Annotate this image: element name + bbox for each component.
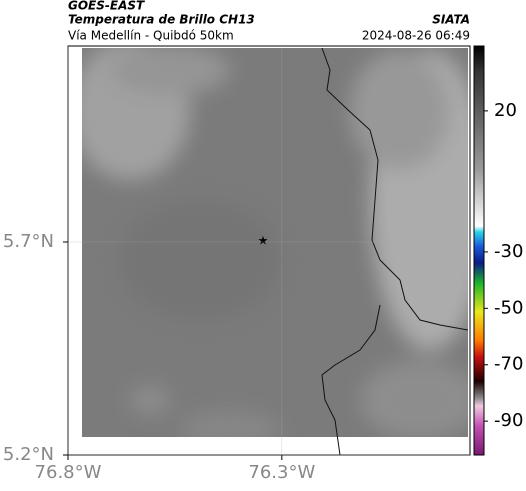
borders <box>321 47 469 456</box>
organization: SIATA <box>432 13 470 27</box>
colorbar-tick-label: -50 <box>494 297 523 318</box>
station-marker: ★ <box>258 234 269 248</box>
colorbar-tick-label: 20 <box>494 100 517 121</box>
title: Temperatura de Brillo CH13 <box>68 13 255 27</box>
y-tick-label: 5.2°N <box>3 444 54 465</box>
timestamp: 2024-08-26 06:49 <box>362 29 470 43</box>
colorbar <box>473 45 485 456</box>
subtitle: Vía Medellín - Quibdó 50km <box>68 29 234 43</box>
x-tick-label: 76.8°W <box>35 462 102 483</box>
x-tick-label: 76.3°W <box>248 462 315 483</box>
colorbar-tick-label: -90 <box>494 410 523 431</box>
satellite-image <box>82 48 468 437</box>
colorbar-tick-label: -70 <box>494 354 523 375</box>
y-tick-label: 5.7°N <box>3 231 54 252</box>
colorbar-tick-label: -30 <box>494 241 523 262</box>
source: GOES-EAST <box>68 0 145 13</box>
